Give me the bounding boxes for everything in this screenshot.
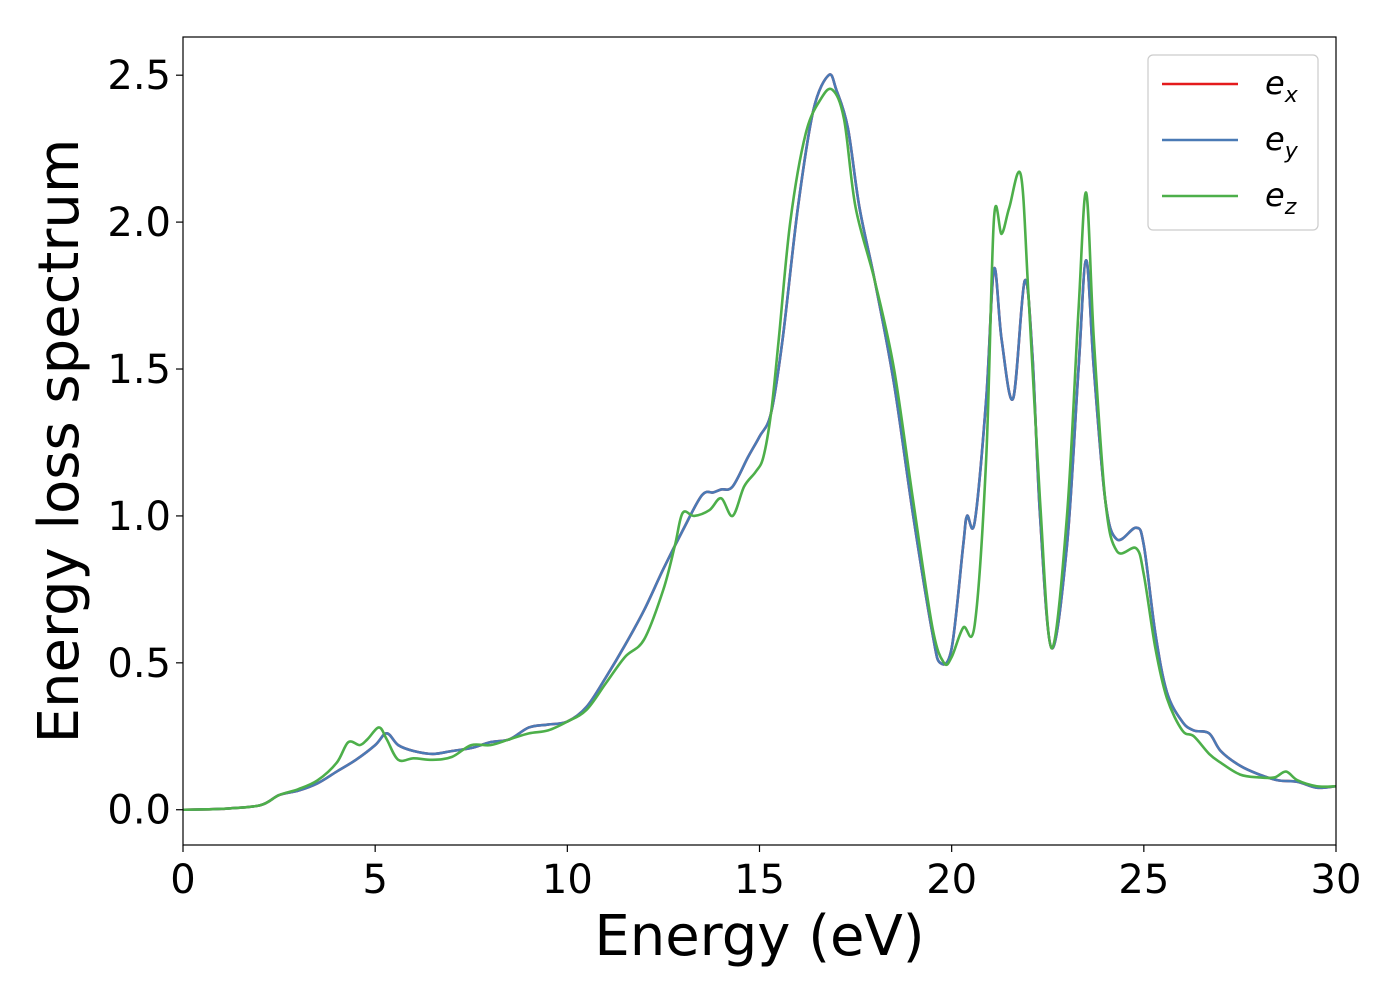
x-ticks: 0 5 10 15 20 25 30 [170,845,1361,903]
y-tick-label: 1.5 [107,347,171,393]
legend: ex ey ez [1147,54,1319,231]
series-line-z [183,87,1336,812]
legend-label-y: ey [1265,120,1299,164]
y-tick-label: 1.0 [107,494,171,540]
x-tick-label: 0 [170,857,195,903]
x-tick-label: 25 [1118,857,1169,903]
series-line-y [183,73,1336,812]
y-tick-label: 2.5 [107,53,171,99]
y-tick-label: 0.5 [107,641,171,687]
legend-box [1147,54,1319,231]
y-tick-label: 2.0 [107,200,171,246]
series-layer [183,73,1336,812]
x-tick-label: 15 [734,857,785,903]
y-ticks: 0.0 0.5 1.0 1.5 2.0 2.5 [107,53,183,834]
x-axis-label: Energy (eV) [594,904,924,969]
x-tick-label: 5 [362,857,387,903]
y-axis-label: Energy loss spectrum [27,139,92,744]
legend-label-x: ex [1265,64,1299,108]
x-tick-label: 10 [542,857,593,903]
legend-label-z: ez [1265,176,1297,220]
x-tick-label: 20 [926,857,977,903]
x-tick-label: 30 [1311,857,1362,903]
y-tick-label: 0.0 [107,788,171,834]
